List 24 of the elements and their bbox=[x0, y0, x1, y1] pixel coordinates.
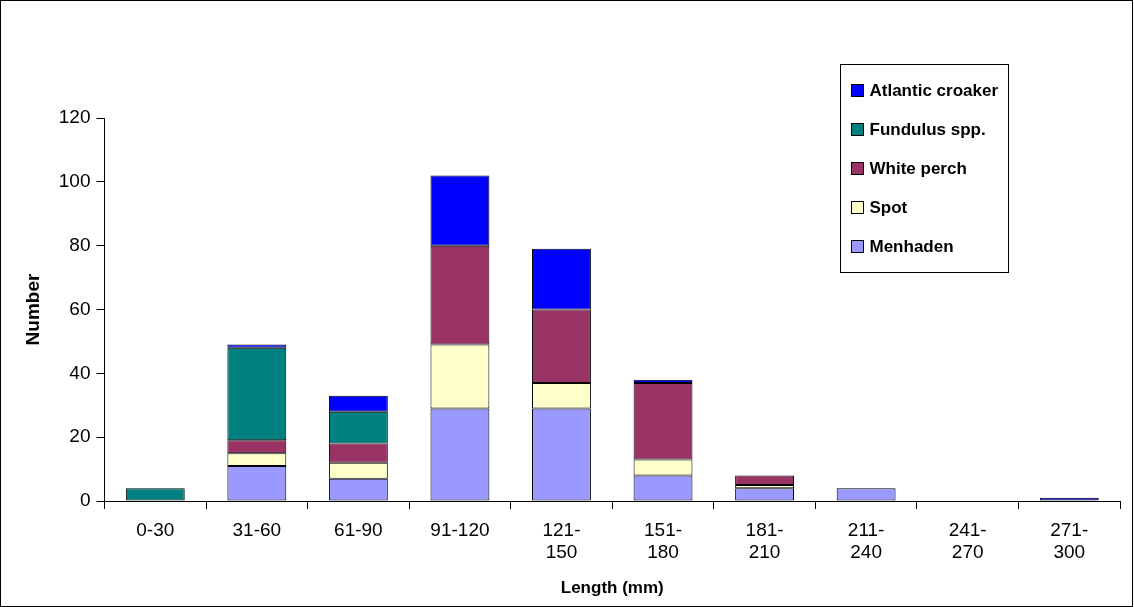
x-tick-label: 181-210 bbox=[745, 518, 784, 563]
x-tick-label: 31-60 bbox=[232, 518, 282, 540]
y-tick-label: 80 bbox=[69, 233, 91, 255]
legend-label: Atlantic croaker bbox=[869, 80, 998, 101]
legend-label: Spot bbox=[869, 197, 908, 218]
legend-label: Menhaden bbox=[869, 236, 954, 257]
y-axis-title: Number bbox=[21, 273, 43, 346]
x-tick-label: 271-300 bbox=[1050, 518, 1089, 563]
x-tick-label: 61-90 bbox=[334, 518, 383, 540]
y-tick-label: 20 bbox=[69, 425, 91, 447]
x-tick-label: 121-150 bbox=[542, 518, 581, 563]
x-tick-label: 91-120 bbox=[430, 518, 490, 540]
x-tick-label: 0-30 bbox=[136, 518, 175, 540]
x-tick-label: 241-270 bbox=[948, 518, 987, 563]
y-tick-label: 120 bbox=[58, 106, 91, 128]
x-axis-title: Length (mm) bbox=[560, 578, 664, 598]
legend-label: Fundulus spp. bbox=[869, 119, 986, 140]
x-tick-label: 151-180 bbox=[644, 518, 683, 563]
legend-label: White perch bbox=[869, 158, 967, 179]
y-tick-label: 60 bbox=[69, 297, 91, 319]
x-tick-label: 211-240 bbox=[847, 518, 885, 563]
y-tick-label: 0 bbox=[79, 489, 91, 511]
y-tick-label: 100 bbox=[58, 170, 91, 192]
y-tick-label: 40 bbox=[69, 361, 91, 383]
